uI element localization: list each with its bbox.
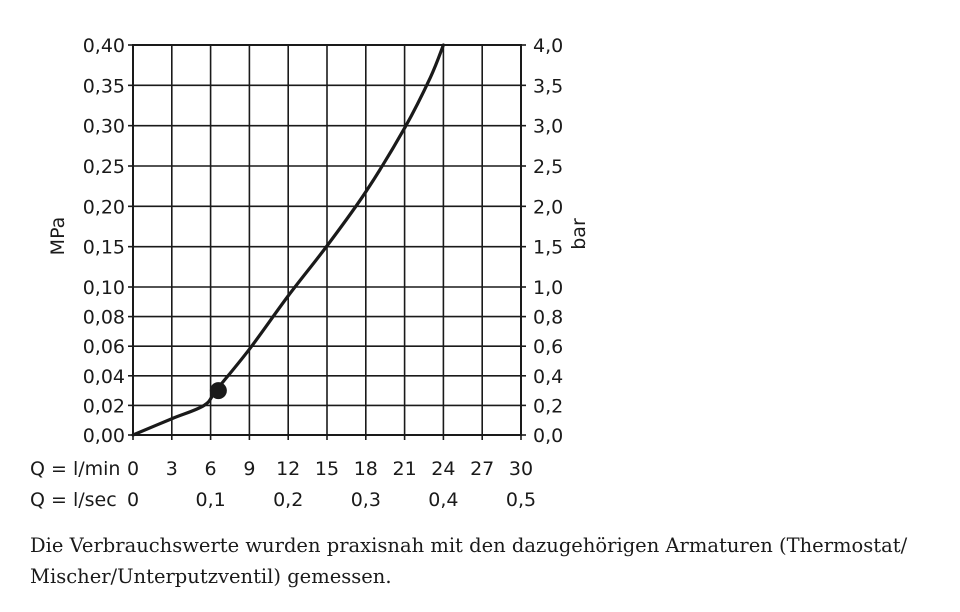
y-left-tick-label: 0,02 (83, 395, 125, 417)
x-secondary-tick-label: 0,5 (506, 489, 536, 511)
x-primary-tick-label: 27 (470, 458, 494, 480)
x-axis-primary-label: Q = l/min (30, 458, 120, 480)
y-right-tick-label: 3,5 (533, 75, 563, 97)
x-primary-tick-label: 3 (166, 458, 178, 480)
y-right-tick-label: 4,0 (533, 35, 563, 57)
y-right-tick-label: 0,4 (533, 366, 563, 388)
y-left-tick-label: 0,15 (83, 237, 125, 259)
x-primary-tick-label: 12 (276, 458, 300, 480)
x-secondary-tick-label: 0,4 (428, 489, 458, 511)
caption: Die Verbrauchswerte wurden praxisnah mit… (30, 530, 930, 592)
x-primary-tick-label: 18 (354, 458, 378, 480)
x-secondary-tick-label: 0 (127, 489, 139, 511)
y-right-tick-label: 0,8 (533, 307, 563, 329)
y-left-tick-label: 0,08 (83, 307, 125, 329)
series-line (131, 43, 445, 437)
tick-labels: 0,00 0,00,02 0,20,04 0,40,06 0,60,08 0,80,10 1… (83, 35, 564, 511)
y-left-tick-label: 0,30 (83, 116, 125, 138)
y-right-tick-label: 2,5 (533, 156, 563, 178)
x-axis-secondary-label: Q = l/sec (30, 489, 117, 511)
pressure-flow-chart: 0,00 0,00,02 0,20,04 0,40,06 0,60,08 0,80,10 1… (30, 35, 590, 511)
y-right-tick-label: 0,2 (533, 395, 563, 417)
grid-lines (132, 44, 522, 436)
x-primary-tick-label: 6 (205, 458, 217, 480)
y-axis-right-label: bar (568, 218, 590, 250)
y-axis-left-label: MPa (47, 217, 69, 256)
y-right-tick-label: 1,0 (533, 277, 563, 299)
y-left-tick-label: 0,06 (83, 336, 125, 358)
x-secondary-tick-label: 0,1 (195, 489, 225, 511)
x-primary-tick-label: 24 (431, 458, 455, 480)
y-right-tick-label: 0,6 (533, 336, 563, 358)
y-right-tick-label: 0,0 (533, 425, 563, 447)
y-left-tick-label: 0,40 (83, 35, 125, 57)
x-primary-tick-label: 21 (393, 458, 417, 480)
y-left-tick-label: 0,25 (83, 156, 125, 178)
x-primary-tick-label: 30 (509, 458, 533, 480)
caption-line-1: Die Verbrauchswerte wurden praxisnah mit… (30, 534, 908, 557)
x-secondary-tick-label: 0,3 (351, 489, 381, 511)
y-left-tick-label: 0,35 (83, 75, 125, 97)
y-right-tick-label: 2,0 (533, 196, 563, 218)
y-left-tick-label: 0,10 (83, 277, 125, 299)
y-left-tick-label: 0,00 (83, 425, 125, 447)
x-primary-tick-label: 0 (127, 458, 139, 480)
y-right-tick-label: 3,0 (533, 116, 563, 138)
x-secondary-tick-label: 0,2 (273, 489, 303, 511)
y-left-tick-label: 0,20 (83, 196, 125, 218)
x-primary-tick-label: 9 (243, 458, 255, 480)
plot-frame (132, 44, 522, 436)
caption-line-2: Mischer/Unterputzventil) gemessen. (30, 565, 392, 588)
x-primary-tick-label: 15 (315, 458, 339, 480)
y-right-tick-label: 1,5 (533, 237, 563, 259)
y-left-tick-label: 0,04 (83, 366, 125, 388)
operating-point-marker (209, 382, 227, 400)
